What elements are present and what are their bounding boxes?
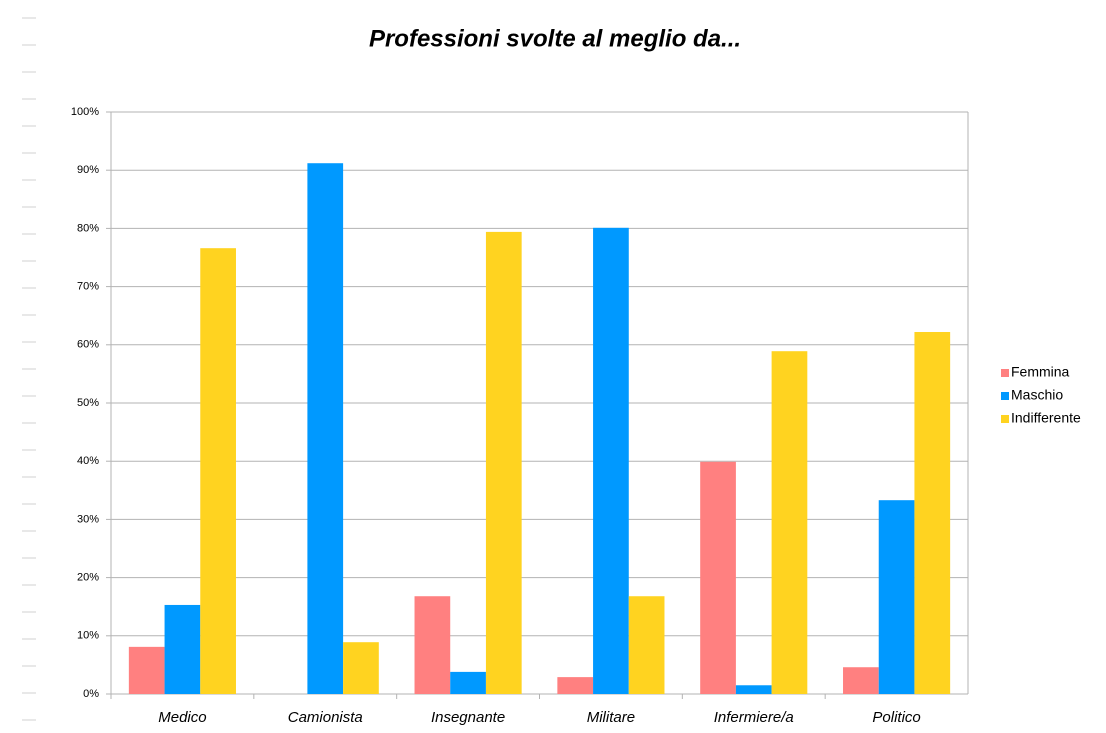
y-tick-label: 100% [71,106,99,118]
bar [128,646,165,694]
bar [450,671,486,694]
y-tick-label: 10% [77,630,99,642]
chart-title: Professioni svolte al meglio da... [369,25,741,52]
y-tick-label: 60% [77,339,99,351]
bar [307,163,344,694]
x-tick-label: Politico [872,709,920,726]
x-tick-label: Infermiere/a [714,709,794,726]
x-tick-label: Militare [587,709,635,726]
x-tick-label: Medico [158,709,206,726]
x-tick-label: Insegnante [431,709,505,726]
row-markers [22,17,36,721]
bar [914,331,951,694]
y-tick-label: 40% [77,455,99,467]
y-tick-label: 20% [77,572,99,584]
bar [628,596,665,694]
bar [343,642,379,694]
bar [735,685,772,694]
bar [843,667,879,694]
y-tick-label: 30% [77,513,99,525]
y-tick-label: 0% [83,688,99,700]
y-tick-label: 80% [77,222,99,234]
bar [700,461,736,694]
bar [771,351,808,694]
y-tick-label: 50% [77,397,99,409]
legend-swatch [1001,369,1009,377]
legend-label: Indifferente [1011,410,1081,426]
bar [164,604,201,694]
x-tick-label: Camionista [288,709,363,726]
y-tick-label: 90% [77,164,99,176]
legend-label: Maschio [1011,387,1063,403]
bar [200,248,236,695]
bar [878,500,915,694]
y-tick-label: 70% [77,281,99,293]
legend-swatch [1001,392,1009,400]
bar [485,231,522,694]
bar [557,677,594,694]
bar [414,596,451,694]
bar [593,227,629,694]
legend-label: Femmina [1011,364,1070,380]
legend-swatch [1001,415,1009,423]
